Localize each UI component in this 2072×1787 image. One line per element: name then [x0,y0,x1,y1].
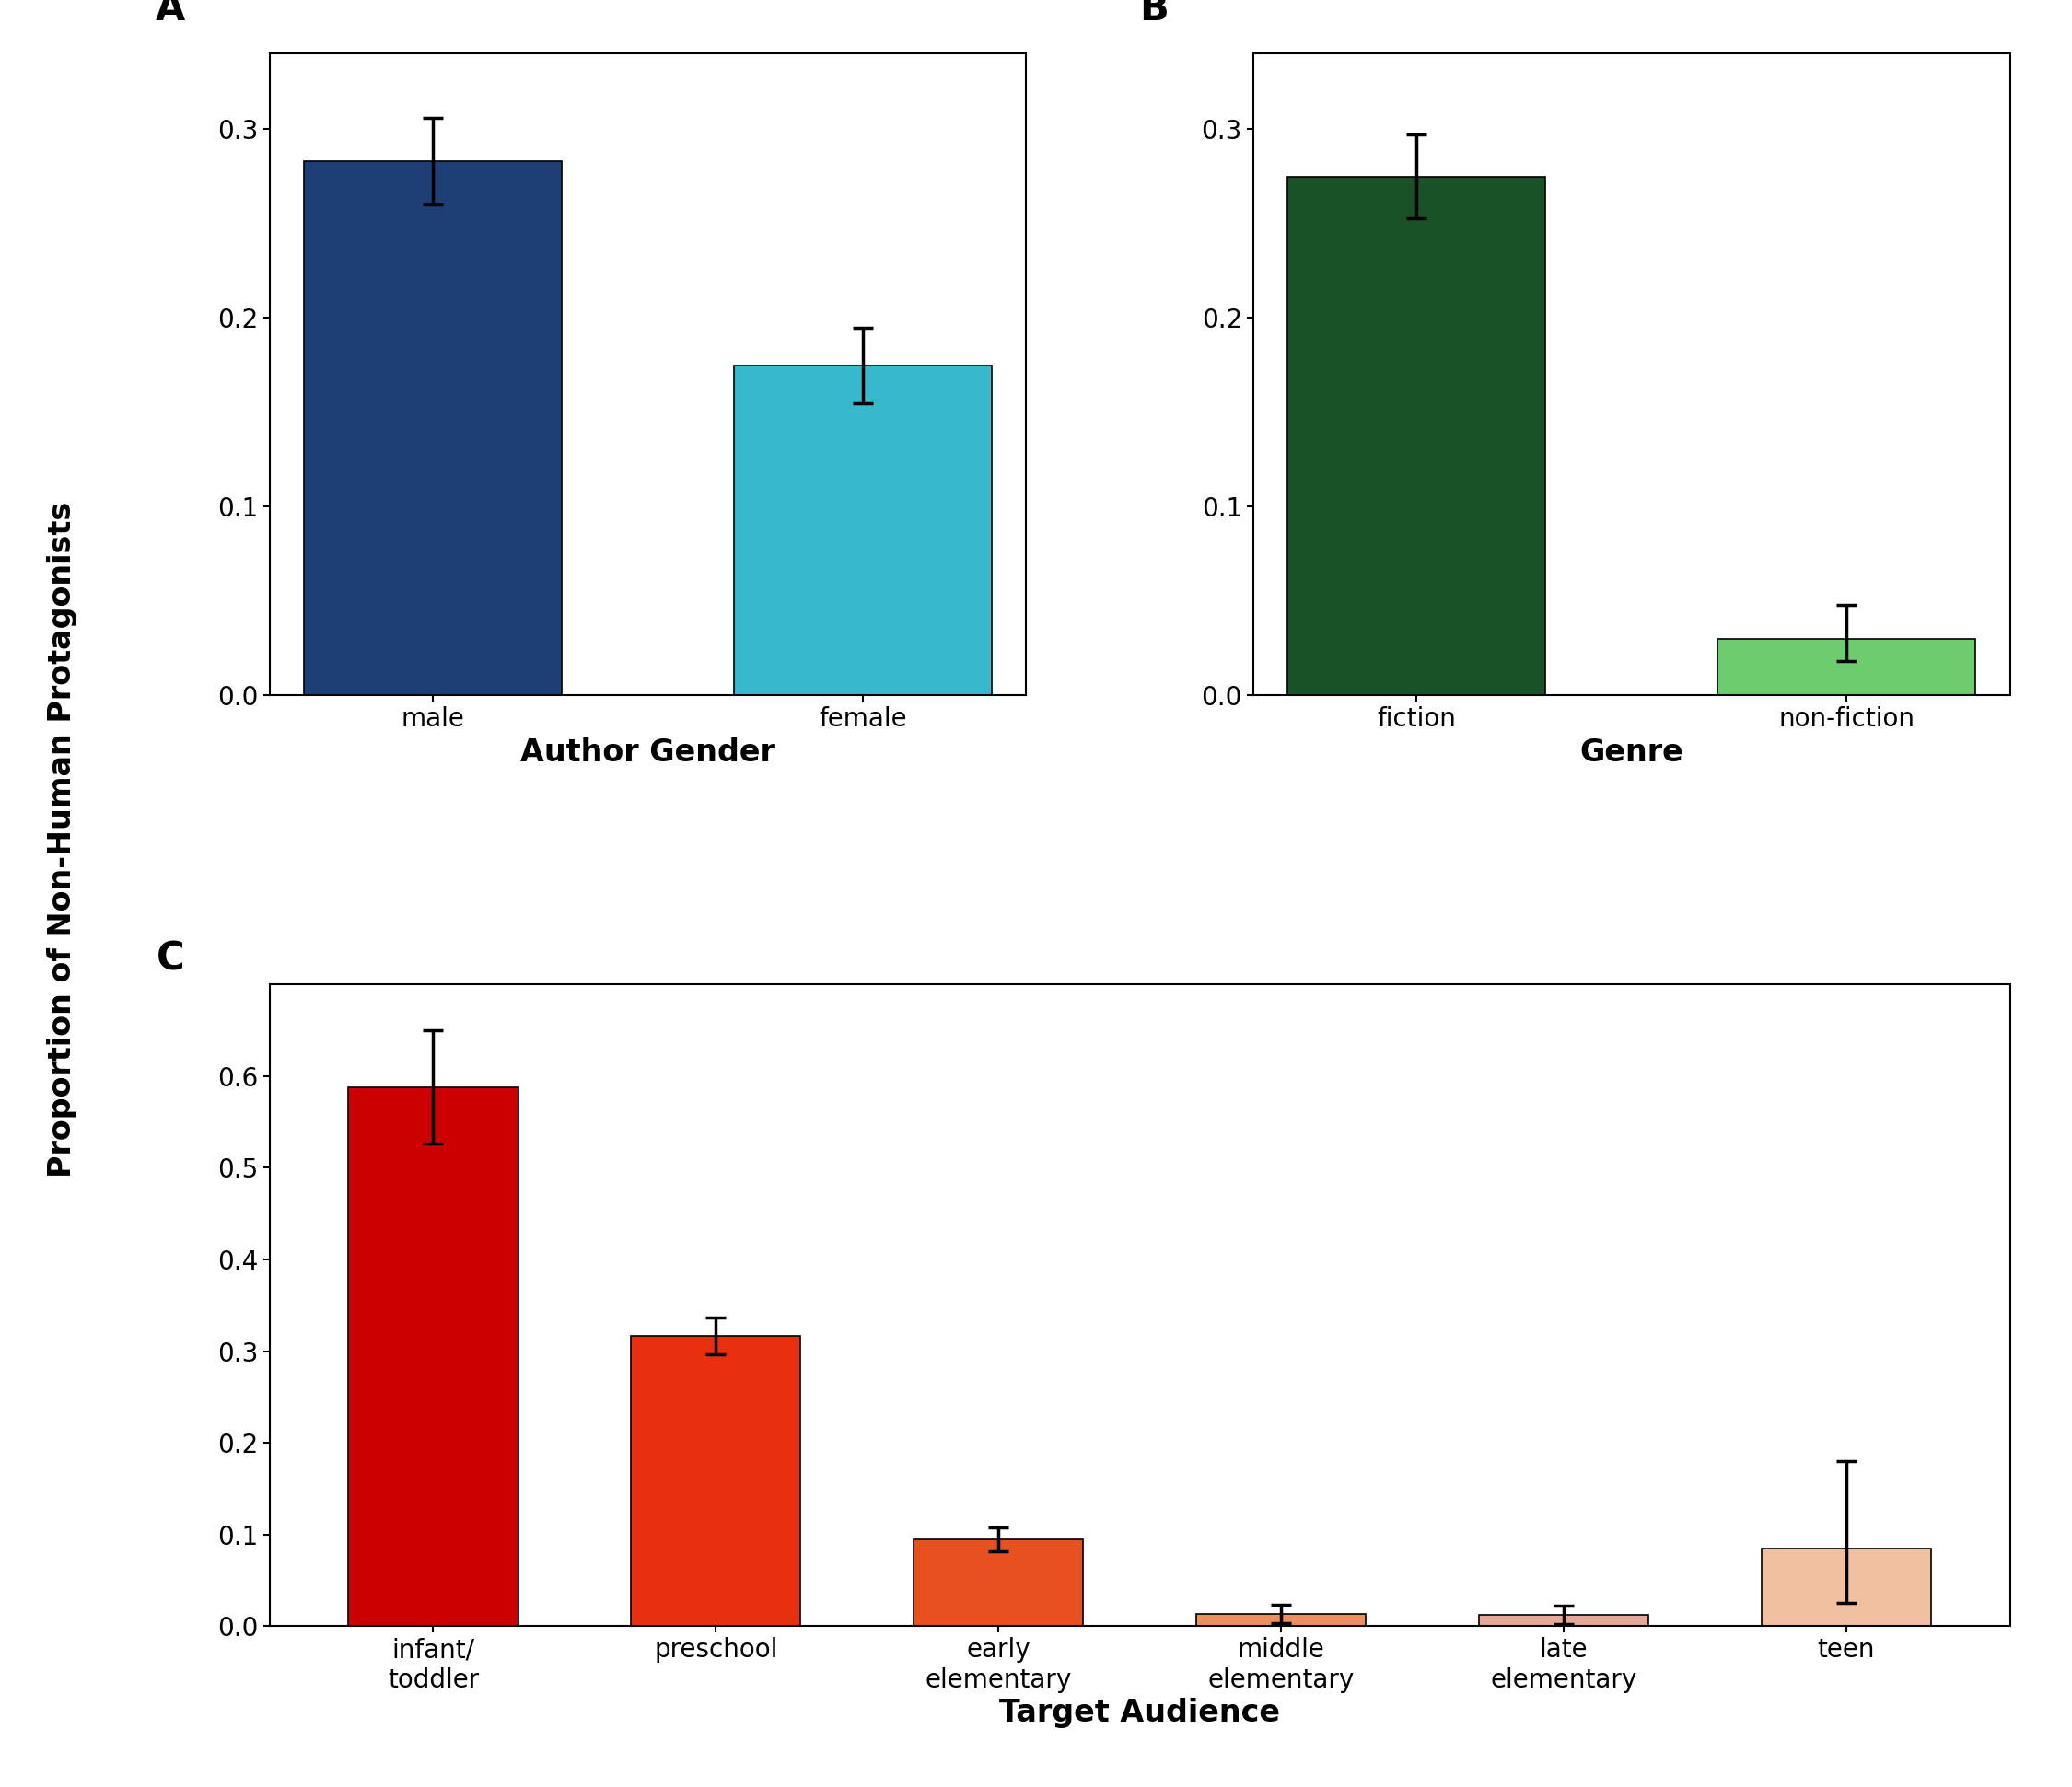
Bar [1196,1614,1365,1626]
Text: Proportion of Non-Human Protagonists: Proportion of Non-Human Protagonists [48,502,77,1178]
X-axis label: Author Gender: Author Gender [520,738,775,768]
Text: B: B [1140,0,1169,29]
X-axis label: Genre: Genre [1579,738,1682,768]
Bar [1479,1615,1647,1626]
Text: A: A [155,0,186,29]
Bar [914,1539,1084,1626]
Bar [305,161,562,695]
Bar [1287,177,1546,695]
Bar [733,365,992,695]
Bar [1761,1548,1931,1626]
Bar [1718,638,1975,695]
Bar [348,1086,518,1626]
Text: C: C [155,940,184,977]
Bar [632,1335,800,1626]
X-axis label: Target Audience: Target Audience [999,1698,1280,1728]
